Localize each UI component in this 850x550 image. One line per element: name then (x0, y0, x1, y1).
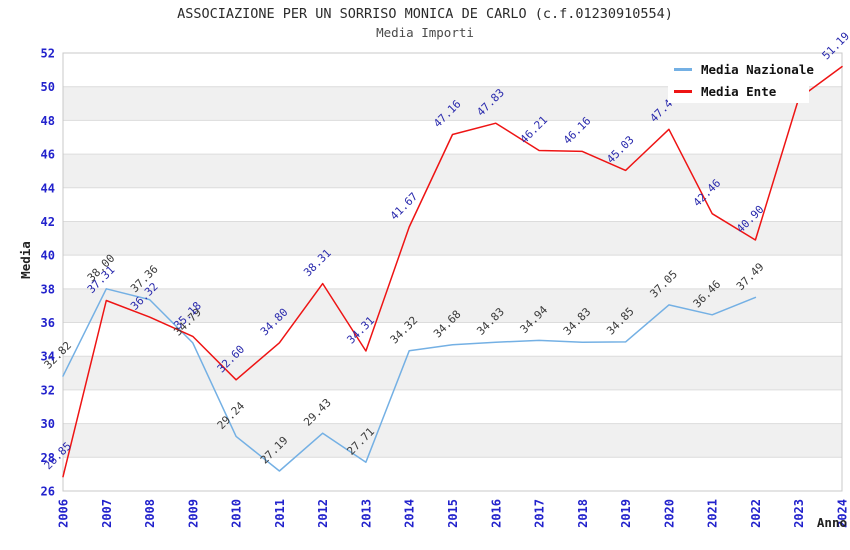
y-axis-tick-label: 28 (41, 451, 55, 465)
x-axis-tick-label: 2018 (576, 499, 590, 528)
x-axis-title: Anno (817, 515, 847, 530)
x-axis-tick-label: 2015 (446, 499, 460, 528)
x-axis-tick-label: 2020 (662, 499, 676, 528)
y-axis-tick-label: 42 (41, 215, 55, 229)
y-axis-tick-label: 48 (41, 114, 55, 128)
plot-border (62, 52, 843, 492)
series-line-media-ente (62, 65, 843, 478)
x-axis-tick-label: 2014 (403, 499, 417, 528)
plot-band (63, 221, 842, 256)
x-axis-tick-label: 2012 (316, 499, 330, 528)
x-axis-tick-label: 2007 (100, 499, 114, 528)
plot-band (63, 187, 842, 222)
legend-item-media-nazionale: Media Nazionale (674, 62, 814, 77)
plot-band (63, 356, 842, 390)
y-axis-tick-label: 50 (41, 80, 55, 94)
y-axis-tick-label: 34 (41, 350, 55, 364)
x-axis-tick-label: 2023 (792, 499, 806, 528)
y-axis-tick-label: 46 (41, 148, 55, 162)
x-axis-tick-label: 2011 (273, 499, 287, 528)
y-axis-tick-label: 40 (41, 249, 55, 263)
plot-band (63, 255, 842, 289)
x-axis-tick-label: 2016 (489, 499, 503, 528)
y-axis-tick-label: 32 (41, 383, 55, 397)
x-axis-tick-label: 2019 (619, 499, 633, 528)
x-axis-tick-label: 2010 (230, 499, 244, 528)
x-axis-tick-label: 2008 (143, 499, 157, 528)
legend-swatch-media-ente (674, 89, 692, 93)
chart-title: ASSOCIAZIONE PER UN SORRISO MONICA DE CA… (177, 6, 673, 22)
legend-item-media-ente: Media Ente (674, 84, 809, 99)
plot-band (63, 288, 842, 323)
plot-band (63, 322, 842, 357)
x-axis-tick-label: 2024 (836, 499, 850, 528)
y-axis-tick-label: 44 (41, 181, 55, 195)
y-axis-tick-label: 52 (41, 47, 55, 61)
y-axis-tick-label: 38 (41, 282, 55, 296)
x-axis-tick-label: 2013 (359, 499, 373, 528)
legend: Media Nazionale Media Ente (668, 57, 814, 103)
x-axis-tick-label: 2017 (533, 499, 547, 528)
series-line-media-nazionale (62, 288, 757, 472)
plot-band (63, 457, 842, 491)
legend-swatch-media-nazionale (674, 67, 692, 71)
legend-label: Media Ente (701, 83, 777, 99)
plot-band (63, 389, 842, 424)
x-axis-tick-label: 2022 (749, 499, 763, 528)
y-axis-tick-label: 26 (41, 485, 55, 499)
plot-band (63, 154, 842, 188)
x-axis-tick-label: 2009 (186, 499, 200, 528)
plot-band (63, 120, 842, 155)
x-axis-tick-label: 2006 (57, 499, 71, 528)
plot-band (63, 423, 842, 458)
legend-label: Media Nazionale (701, 61, 814, 77)
x-axis-tick-label: 2021 (706, 499, 720, 528)
y-axis-tick-label: 36 (41, 316, 55, 330)
y-axis-tick-label: 30 (41, 417, 55, 431)
chart-subtitle: Media Importi (376, 25, 474, 40)
y-axis-title: Media (18, 241, 33, 279)
